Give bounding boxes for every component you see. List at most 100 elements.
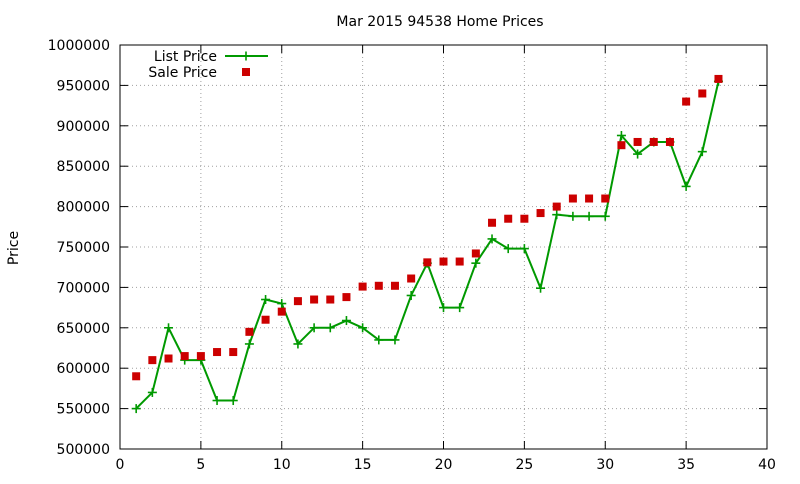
sale-price-point xyxy=(633,137,642,146)
list-price-point xyxy=(487,234,497,244)
list-price-point xyxy=(325,323,335,333)
sale-price-point xyxy=(374,281,383,290)
y-tick-label: 850000 xyxy=(57,159,110,175)
list-price-point xyxy=(244,339,254,349)
x-tick-label: 35 xyxy=(677,457,695,473)
list-price-point xyxy=(212,396,222,406)
sale-price-point xyxy=(520,214,529,223)
y-tick-label: 600000 xyxy=(57,361,110,377)
list-price-point xyxy=(147,387,157,397)
sale-price-point xyxy=(213,348,222,357)
y-tick-label: 700000 xyxy=(57,280,110,296)
sale-price-point xyxy=(310,295,319,304)
y-tick-label: 900000 xyxy=(57,119,110,135)
list-price-point xyxy=(277,299,287,309)
list-price-point xyxy=(471,258,481,268)
sale-price-point xyxy=(423,258,432,267)
sale-price-point xyxy=(358,282,367,291)
sale-price-point xyxy=(471,249,480,258)
sale-price-point xyxy=(568,194,577,203)
sale-price-point xyxy=(455,257,464,266)
sale-price-point xyxy=(665,137,674,146)
legend: List Price Sale Price xyxy=(148,49,268,81)
list-price-point xyxy=(261,295,271,305)
sale-price-point xyxy=(390,281,399,290)
list-price-point xyxy=(616,130,626,140)
sale-price-point xyxy=(164,354,173,363)
list-price-point xyxy=(309,323,319,333)
list-price-point xyxy=(536,283,546,293)
sale-price-point xyxy=(504,214,513,223)
x-tick-label: 25 xyxy=(515,457,533,473)
sale-price-point xyxy=(132,372,141,381)
sale-price-point xyxy=(714,74,723,83)
y-tick-label: 750000 xyxy=(57,240,110,256)
list-price-point xyxy=(697,147,707,157)
y-tick-label: 650000 xyxy=(57,321,110,337)
legend-sample-list-price-marker xyxy=(241,51,251,61)
y-tick-label: 550000 xyxy=(57,402,110,418)
grid-lines xyxy=(120,45,767,449)
x-tick-label: 5 xyxy=(196,457,205,473)
sale-price-point xyxy=(407,274,416,283)
x-tick-label: 40 xyxy=(758,457,776,473)
sale-price-point xyxy=(196,352,205,361)
sale-price-point xyxy=(536,209,545,218)
y-tick-label: 800000 xyxy=(57,200,110,216)
sale-price-point xyxy=(229,348,238,357)
list-price-point xyxy=(455,303,465,313)
y-tick-label: 1000000 xyxy=(48,38,110,54)
list-price-point xyxy=(228,396,238,406)
sale-price-point xyxy=(682,97,691,106)
y-axis-title: Price xyxy=(6,231,22,265)
list-price-point xyxy=(358,323,368,333)
x-tick-label: 10 xyxy=(273,457,291,473)
y-tick-label: 950000 xyxy=(57,78,110,94)
sale-price-point xyxy=(488,218,497,227)
sale-price-point xyxy=(439,257,448,266)
list-price-point xyxy=(439,303,448,313)
sale-price-point xyxy=(617,141,626,150)
sale-price-point xyxy=(148,356,157,365)
list-price-line xyxy=(135,81,720,410)
sale-price-point xyxy=(326,295,335,304)
list-price-point xyxy=(374,335,384,345)
list-price-point xyxy=(164,323,174,333)
sale-price-point xyxy=(698,89,707,98)
list-price-point xyxy=(390,335,400,345)
sale-price-point xyxy=(601,194,610,203)
sale-price-point xyxy=(342,293,351,302)
x-tick-label: 30 xyxy=(596,457,614,473)
list-price-point xyxy=(406,290,416,300)
list-price-point xyxy=(584,211,594,221)
legend-label-sale-price: Sale Price xyxy=(148,65,217,81)
sale-price-point xyxy=(293,297,302,306)
legend-sample-sale-price-marker xyxy=(242,68,250,76)
list-price-point xyxy=(503,244,513,254)
list-price-point xyxy=(293,339,303,349)
sale-price-point xyxy=(180,352,189,361)
list-price-point xyxy=(519,244,529,254)
list-price-point xyxy=(341,316,351,326)
sale-price-point xyxy=(585,194,594,203)
sale-price-point xyxy=(649,137,658,146)
list-price-point xyxy=(568,211,578,221)
sale-price-point xyxy=(552,202,561,211)
list-price-point xyxy=(681,181,691,191)
y-tick-label: 500000 xyxy=(57,442,110,458)
x-tick-label: 20 xyxy=(435,457,453,473)
chart-title: Mar 2015 94538 Home Prices xyxy=(336,14,543,30)
sale-price-point xyxy=(245,327,254,336)
list-price-point xyxy=(131,404,141,414)
list-price-point xyxy=(600,211,610,221)
series-layer xyxy=(131,74,723,414)
legend-label-list-price: List Price xyxy=(154,49,217,65)
x-tick-label: 15 xyxy=(354,457,372,473)
sale-price-point xyxy=(277,307,286,316)
list-price-point xyxy=(633,149,643,159)
tick-marks-and-labels: 0 5 10 15 20 25 30 35 40 500000 550000 600000 650000… xyxy=(48,38,776,473)
x-tick-label: 0 xyxy=(116,457,125,473)
sale-price-point xyxy=(261,315,270,324)
